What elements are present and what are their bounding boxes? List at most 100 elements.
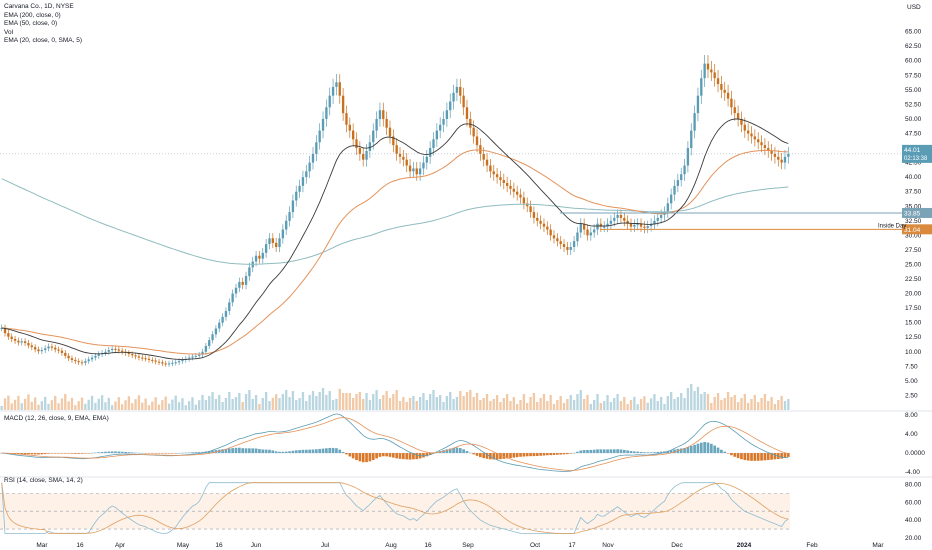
candle-body bbox=[355, 139, 358, 149]
y-axis-tick-label: 15.00 bbox=[905, 320, 922, 327]
volume-bar bbox=[40, 401, 44, 410]
macd-histogram-bar bbox=[147, 453, 151, 454]
signal-line bbox=[1, 417, 789, 471]
macd-histogram-bar bbox=[696, 443, 700, 454]
candle-body bbox=[311, 153, 315, 163]
macd-histogram-bar bbox=[348, 453, 352, 457]
macd-histogram-bar bbox=[612, 449, 616, 454]
volume-bar bbox=[181, 398, 184, 410]
macd-histogram-bar bbox=[730, 453, 733, 456]
volume-bar bbox=[338, 388, 341, 410]
candle-body bbox=[546, 226, 549, 230]
candle-body bbox=[244, 276, 248, 285]
volume-bar bbox=[653, 394, 656, 410]
rsi-label[interactable]: RSI (14, close, SMA, 14, 2) bbox=[4, 477, 83, 484]
candle-body bbox=[50, 346, 54, 348]
candle-body bbox=[291, 200, 295, 213]
volume-bar bbox=[211, 392, 214, 410]
macd-histogram-bar bbox=[207, 451, 211, 454]
volume-bar bbox=[582, 399, 586, 410]
volume-bar bbox=[412, 396, 415, 410]
macd-histogram-bar bbox=[174, 453, 178, 454]
macd-histogram-bar bbox=[669, 450, 673, 454]
candle-body bbox=[37, 349, 40, 352]
candle-body bbox=[465, 107, 469, 119]
volume-bar bbox=[141, 402, 144, 410]
axes: 65.00 62.50 60.00 57.50 55.00 52.50 50.00 47.50… bbox=[36, 4, 925, 549]
candle-body bbox=[750, 133, 753, 137]
y-axis-tick-label: 50.00 bbox=[905, 116, 922, 123]
macd-histogram-bar bbox=[539, 453, 542, 456]
macd-histogram-bar bbox=[545, 453, 549, 456]
macd-histogram-bar bbox=[375, 453, 378, 459]
legend-ema20-sma[interactable]: EMA (20, close, 0, SMA, 5) bbox=[4, 37, 83, 44]
candle-body bbox=[773, 153, 777, 157]
macd-histogram-bar bbox=[743, 453, 747, 461]
volume-bar bbox=[696, 387, 700, 410]
candle-body bbox=[214, 328, 218, 335]
volume-bar bbox=[274, 394, 278, 410]
macd-histogram-bar bbox=[683, 448, 686, 454]
volume-bar bbox=[593, 400, 596, 410]
candle-body bbox=[90, 357, 94, 360]
y-axis-tick-label: 12.50 bbox=[905, 334, 922, 341]
rsi-line bbox=[1, 482, 789, 534]
volume-bar bbox=[623, 397, 626, 410]
x-axis-tick-label: 16 bbox=[215, 542, 223, 549]
volume-bar bbox=[780, 396, 783, 410]
volume-bar bbox=[659, 397, 663, 410]
candle-body bbox=[33, 347, 37, 350]
candle-body bbox=[187, 357, 191, 359]
macd-histogram-bar bbox=[552, 453, 556, 455]
candle-body bbox=[505, 182, 509, 186]
y-axis-tick-label: 62.50 bbox=[905, 43, 922, 50]
volume-bar bbox=[589, 404, 592, 410]
candle-body bbox=[0, 327, 3, 329]
macd-histogram-bar bbox=[355, 453, 358, 461]
volume-bar bbox=[248, 390, 251, 410]
x-axis-tick-label: Mar bbox=[36, 542, 48, 549]
macd-histogram-bar bbox=[716, 447, 720, 454]
volume-bar bbox=[462, 396, 465, 410]
candle-body bbox=[482, 153, 485, 160]
ema20-line bbox=[1, 118, 789, 360]
macd-histogram-bar bbox=[278, 451, 281, 454]
macd-histogram-bar bbox=[244, 448, 248, 454]
candle-body bbox=[770, 150, 773, 154]
volume-bar bbox=[415, 401, 418, 410]
volume-bar bbox=[281, 394, 285, 410]
volume-bar bbox=[134, 399, 137, 410]
macd-histogram-bar bbox=[184, 452, 188, 454]
volume-bar bbox=[365, 393, 368, 410]
candle-body bbox=[7, 333, 10, 337]
macd-histogram-bar bbox=[709, 443, 713, 454]
candle-body bbox=[559, 241, 562, 245]
legend-vol[interactable]: Vol bbox=[4, 28, 14, 36]
volume-bar bbox=[27, 394, 30, 410]
macd-histogram-bar bbox=[231, 448, 234, 454]
candle-body bbox=[161, 362, 164, 364]
candle-body bbox=[10, 336, 13, 339]
candle-body bbox=[529, 206, 532, 213]
macd-histogram-bar bbox=[629, 451, 633, 454]
volume-bar bbox=[221, 402, 224, 410]
macd-histogram-bar bbox=[53, 453, 57, 454]
candle-body bbox=[248, 267, 251, 277]
macd-label[interactable]: MACD (12, 26, close, 9, EMA, EMA) bbox=[4, 415, 109, 422]
volume-bar bbox=[184, 405, 187, 410]
legend-symbol[interactable]: Carvana Co., 1D, NYSE bbox=[4, 3, 74, 10]
ema200-line bbox=[1, 178, 789, 265]
volume-bar bbox=[726, 392, 730, 410]
macd-histogram-bar bbox=[633, 451, 636, 454]
legend-ema50[interactable]: EMA (50, close, 0) bbox=[4, 20, 58, 27]
volume-bar bbox=[335, 398, 338, 410]
candle-body bbox=[17, 340, 20, 343]
candle-body bbox=[743, 124, 746, 131]
x-axis-tick-label: Nov bbox=[602, 542, 614, 549]
macd-histogram-bar bbox=[181, 452, 184, 454]
volume-bar bbox=[730, 397, 733, 410]
legend-ema200[interactable]: EMA (200, close, 0) bbox=[4, 11, 61, 19]
candle-body bbox=[539, 220, 542, 224]
macd-histogram-bar bbox=[294, 450, 298, 454]
